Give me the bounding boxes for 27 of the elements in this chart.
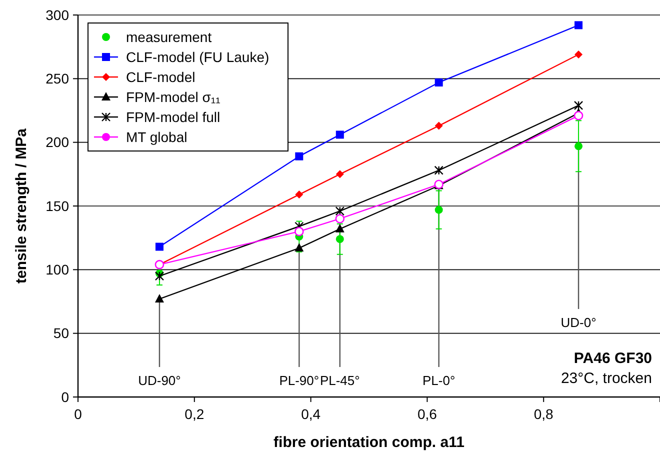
x-tick-label: 0,4 [301,406,321,422]
y-tick-label: 200 [46,134,70,150]
legend-label: CLF-model [126,68,196,85]
legend-label: measurement [126,28,212,45]
annotation: 23°C, trocken [560,370,652,387]
y-tick-label: 0 [61,388,70,405]
legend-label: MT global [126,128,188,145]
legend-label: CLF-model (FU Lauke) [126,48,270,65]
y-axis-title: tensile strength / MPa [13,128,30,284]
y-tick-label: 250 [46,70,70,87]
annotation: PA46 GF30 [574,350,652,367]
x-tick-label: 0,6 [417,406,438,422]
x-tick-label: 0,2 [184,406,204,422]
annotation: PL-45° [320,373,360,388]
legend-label: FPM-model σ₁₁ [126,88,221,105]
legend-label: FPM-model full [126,108,220,125]
x-tick-label: 0 [74,406,82,422]
annotation: PL-90° [279,373,320,388]
y-tick-label: 150 [46,198,70,214]
y-tick-label: 50 [53,325,70,342]
y-tick-label: 100 [46,262,70,278]
x-axis-title: fibre orientation comp. a11 [274,434,464,451]
annotation: PL-0° [422,373,456,388]
annotation: UD-0° [560,315,596,330]
y-tick-label: 300 [46,6,70,23]
annotation: UD-90° [138,373,181,388]
x-tick-label: 0,8 [534,406,554,422]
